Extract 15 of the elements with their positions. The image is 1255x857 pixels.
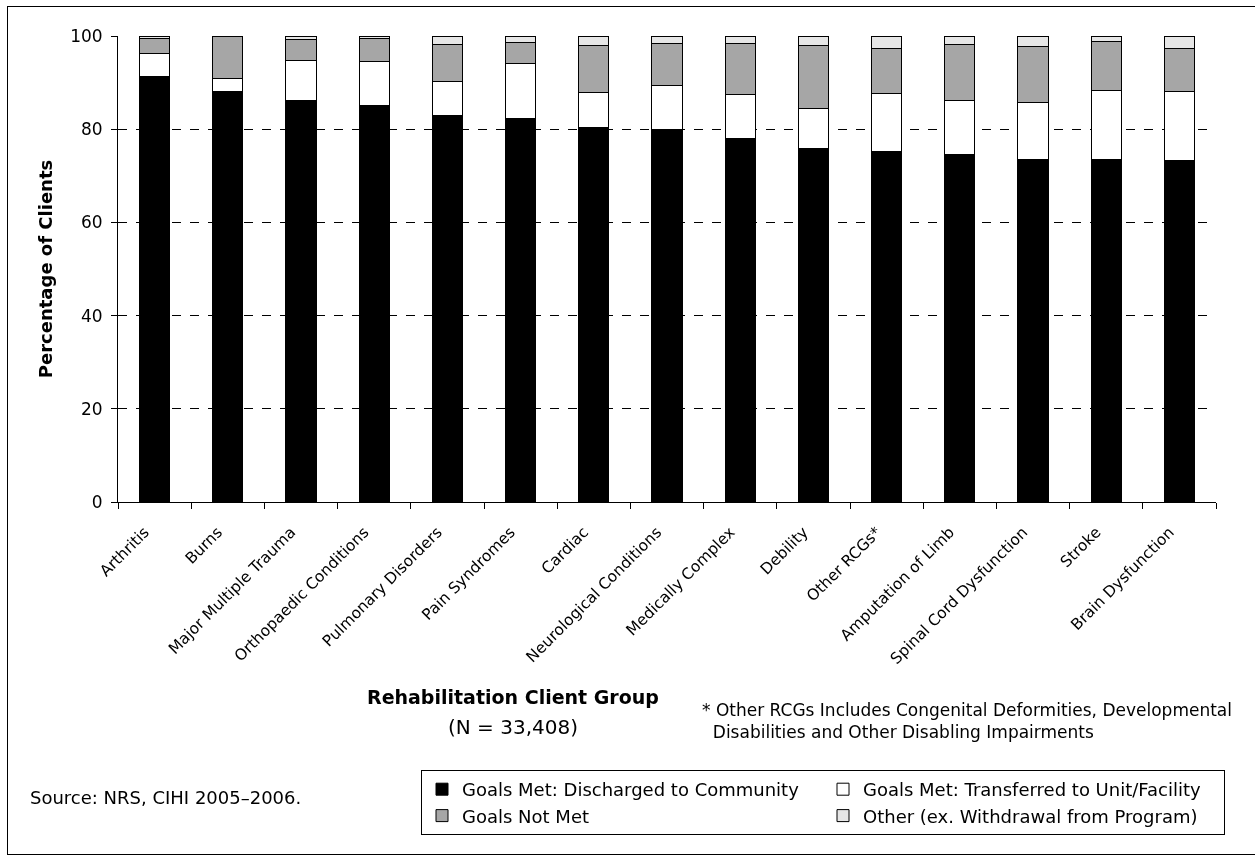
- legend-label: Goals Met: Transferred to Unit/Facility: [863, 779, 1202, 801]
- text: * Other RCGs Includes Congenital Deformities, Developmental Disabilities and Other Disabling Impairments: [702, 700, 1232, 743]
- y-tick-label: 0: [91, 491, 103, 512]
- y-tick-label: 20: [80, 398, 103, 419]
- legend-label: Other (ex. Withdrawal from Program): [863, 805, 1198, 827]
- y-tick-label: 60: [80, 212, 103, 233]
- text: (N = 33,408): [448, 715, 579, 739]
- legend-label: Goals Not Met: [462, 805, 590, 827]
- y-tick-label: 40: [80, 305, 103, 326]
- legend-label: Goals Met: Discharged to Community: [462, 779, 800, 801]
- y-axis-title: Percentage of Clients: [35, 159, 57, 379]
- y-tick-label: 100: [70, 25, 103, 46]
- source-note: Source: NRS, CIHI 2005–2006.: [30, 787, 302, 808]
- x-axis-title: Rehabilitation Client Group: [367, 686, 659, 708]
- y-tick-label: 80: [80, 119, 103, 140]
